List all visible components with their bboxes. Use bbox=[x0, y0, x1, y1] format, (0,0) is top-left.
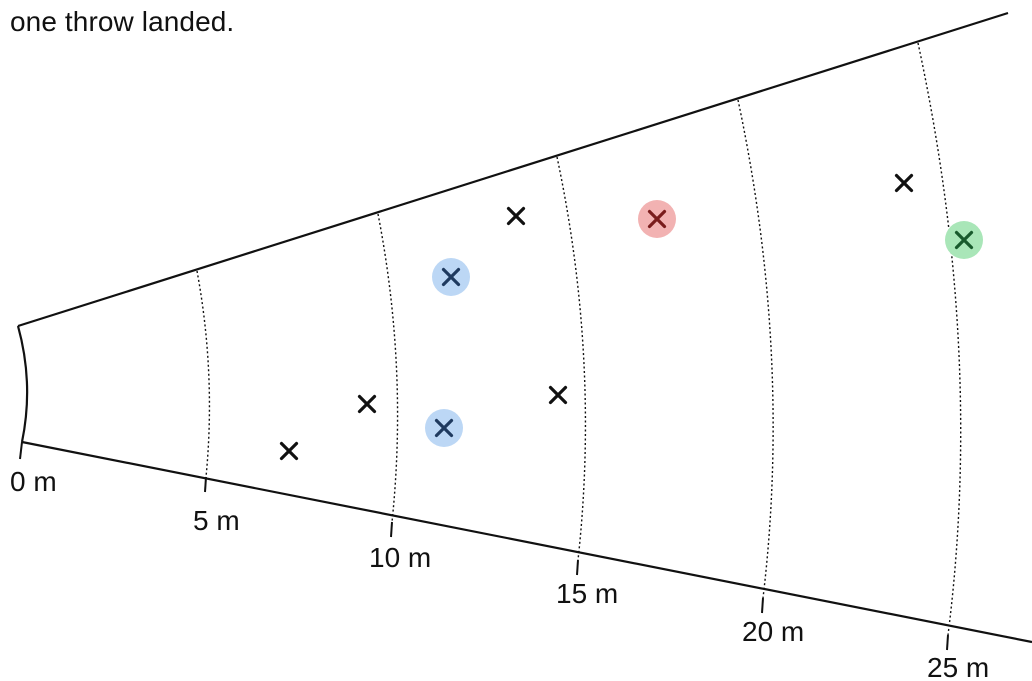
cross-mark-stroke bbox=[506, 206, 526, 226]
distance-label-15m: 15 m bbox=[556, 578, 618, 609]
distance-arc-5m bbox=[196, 270, 211, 478]
distance-label-10m: 10 m bbox=[369, 542, 431, 573]
landing-marker-blue-highlight bbox=[432, 258, 470, 296]
tick-10m bbox=[390, 521, 393, 538]
distance-arc-15m bbox=[556, 156, 587, 561]
cross-mark-stroke bbox=[548, 385, 568, 405]
throwing-arc bbox=[16, 325, 29, 443]
cross-mark-stroke bbox=[441, 267, 461, 287]
landing-marker-green-highlight bbox=[945, 221, 983, 259]
cross-mark-stroke bbox=[357, 394, 377, 414]
distance-label-25m: 25 m bbox=[927, 652, 989, 681]
landing-marker bbox=[357, 394, 377, 414]
tick-25m bbox=[946, 634, 949, 651]
distance-arc-20m bbox=[737, 99, 774, 599]
cross-mark-stroke bbox=[434, 418, 454, 438]
sector-upper-boundary bbox=[17, 11, 1009, 328]
cross-mark-stroke bbox=[894, 173, 914, 193]
tick-5m bbox=[204, 476, 207, 493]
landing-marker bbox=[279, 441, 299, 461]
landing-marker-red-highlight bbox=[638, 200, 676, 238]
distance-arc-25m bbox=[917, 42, 962, 636]
sector-lower-boundary bbox=[21, 440, 1032, 644]
distance-arc-10m bbox=[377, 213, 399, 523]
landing-marker-blue-highlight bbox=[425, 409, 463, 447]
tick-0m bbox=[19, 441, 23, 460]
cross-mark-stroke bbox=[279, 441, 299, 461]
landing-marker bbox=[894, 173, 914, 193]
tick-15m bbox=[576, 559, 579, 576]
throw-markers bbox=[279, 173, 983, 461]
distance-label-20m: 20 m bbox=[742, 616, 804, 647]
cross-mark-stroke bbox=[954, 230, 974, 250]
distance-label-0m: 0 m bbox=[10, 466, 57, 497]
distance-label-5m: 5 m bbox=[193, 505, 240, 536]
tick-20m bbox=[761, 597, 764, 614]
cross-mark-stroke bbox=[647, 209, 667, 229]
landing-marker bbox=[548, 385, 568, 405]
landing-marker bbox=[506, 206, 526, 226]
intro-text: one throw landed. bbox=[10, 6, 235, 37]
